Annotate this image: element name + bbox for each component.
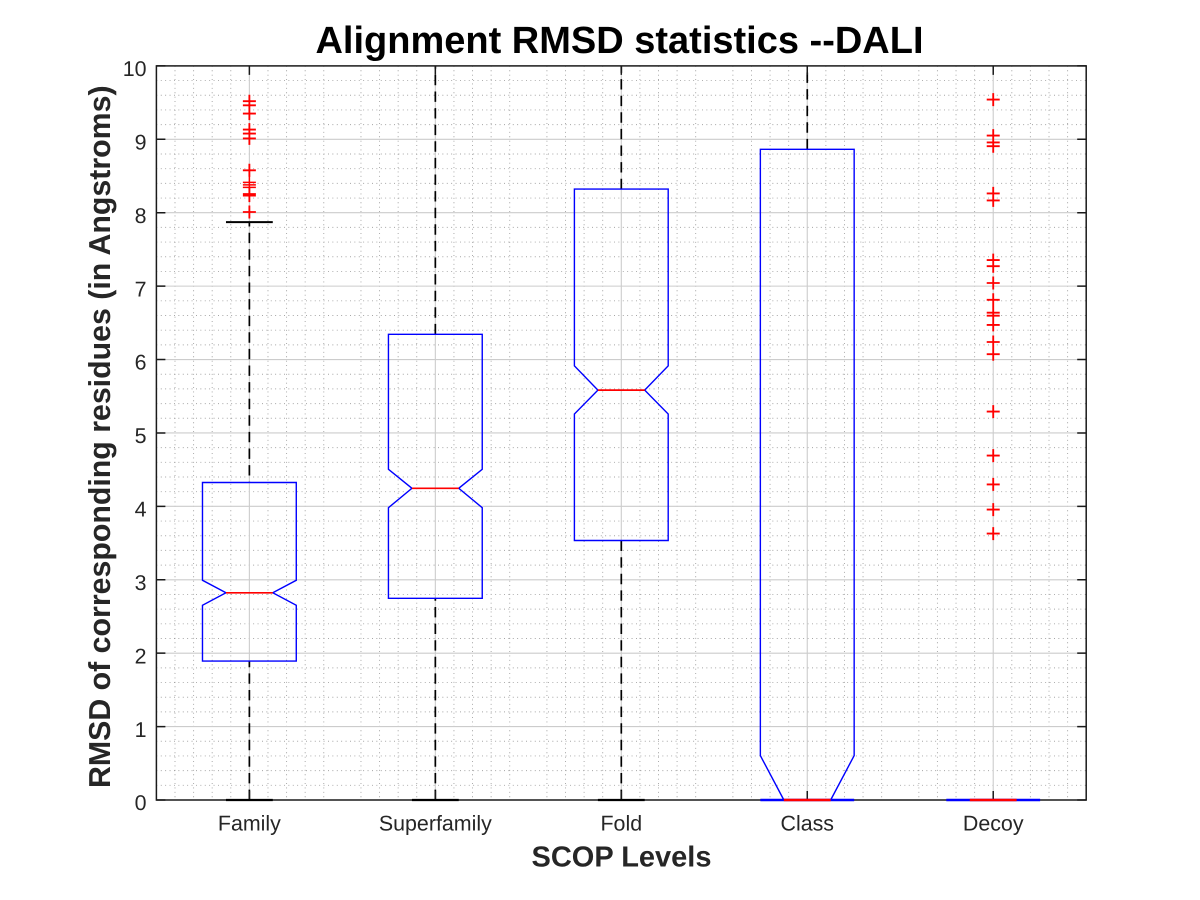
svg-text:SCOP Levels: SCOP Levels	[531, 842, 711, 874]
svg-text:Class: Class	[781, 812, 835, 836]
svg-text:8: 8	[135, 204, 147, 228]
svg-text:6: 6	[135, 351, 147, 375]
svg-text:2: 2	[135, 644, 147, 668]
svg-text:7: 7	[135, 277, 147, 301]
svg-text:Superfamily: Superfamily	[379, 812, 492, 836]
svg-text:10: 10	[123, 57, 147, 81]
svg-text:4: 4	[135, 498, 147, 522]
svg-text:5: 5	[135, 424, 147, 448]
svg-text:9: 9	[135, 131, 147, 155]
svg-text:1: 1	[135, 718, 147, 742]
svg-text:RMSD of corresponding residues: RMSD of corresponding residues (in Angst…	[84, 85, 117, 788]
svg-text:0: 0	[135, 791, 147, 815]
svg-text:Decoy: Decoy	[963, 812, 1024, 836]
svg-text:3: 3	[135, 571, 147, 595]
svg-text:Alignment RMSD statistics --DA: Alignment RMSD statistics --DALI	[315, 20, 923, 62]
svg-text:Family: Family	[218, 812, 281, 836]
svg-text:Fold: Fold	[600, 812, 642, 836]
